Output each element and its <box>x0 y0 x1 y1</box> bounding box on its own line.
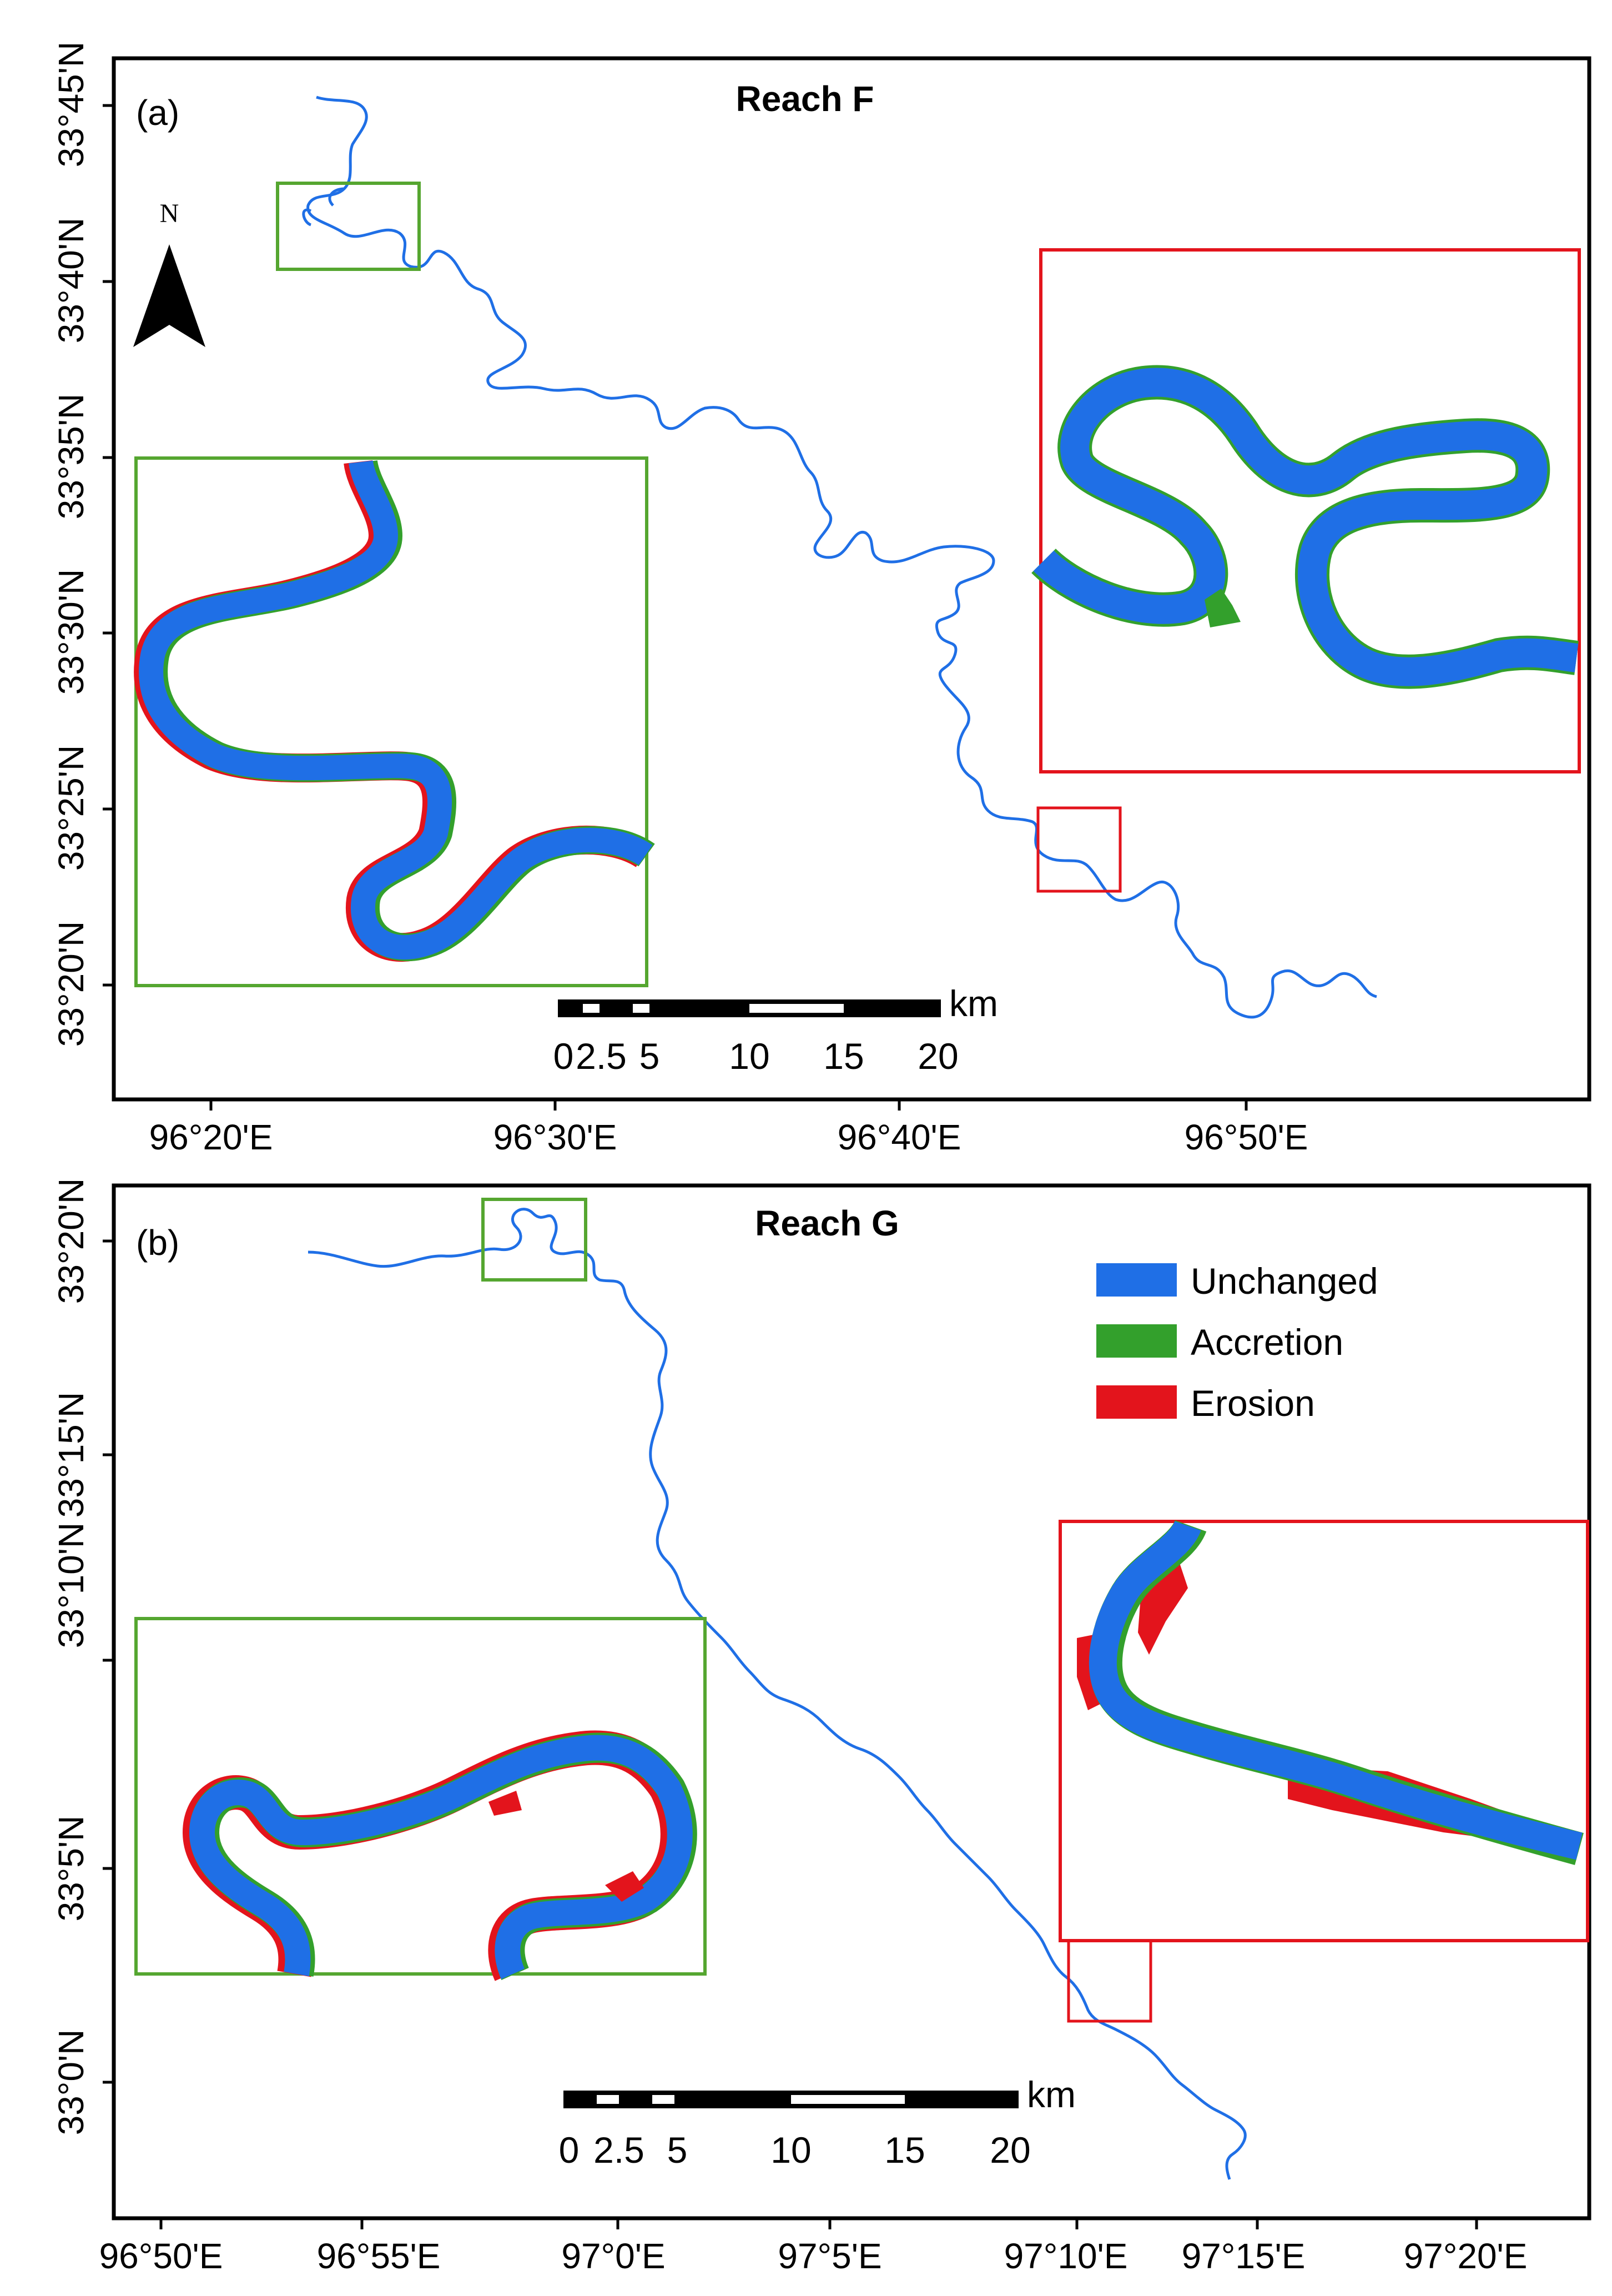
inset-green-b <box>134 1617 707 1981</box>
panel-b-label: (b) <box>136 1223 179 1263</box>
river-channel <box>189 1735 693 1980</box>
panel-a-label: (a) <box>136 93 179 133</box>
scale-label: 20 <box>918 1036 958 1077</box>
scale-label: 15 <box>884 2129 925 2171</box>
y-tick-label: 33°10'N <box>51 1523 91 1648</box>
scale-label: 5 <box>639 1036 660 1077</box>
scale-unit: km <box>949 983 998 1024</box>
north-arrow-icon: N <box>133 199 205 347</box>
x-tick-label: 97°20'E <box>1404 2236 1528 2276</box>
panel-a: (a) Reach F N 33°45'N 33°40'N 33°35'N 33… <box>51 42 1591 1157</box>
scale-label: 2.5 <box>576 1036 627 1077</box>
scale-label: 20 <box>990 2129 1030 2171</box>
y-tick-label: 33°35'N <box>51 394 91 519</box>
legend-label-unchanged: Unchanged <box>1191 1260 1378 1302</box>
x-tick-label: 96°40'E <box>838 1117 961 1157</box>
panel-b-y-axis: 33°20'N 33°15'N 33°10'N 33°5'N 33°0'N <box>51 1178 114 2136</box>
y-tick-label: 33°15'N <box>51 1392 91 1518</box>
y-tick-label: 33°45'N <box>51 42 91 167</box>
y-tick-label: 33°25'N <box>51 745 91 871</box>
x-tick-label: 96°30'E <box>493 1117 617 1157</box>
x-tick-label: 96°55'E <box>317 2236 441 2276</box>
panel-b: (b) Reach G 33°20'N 33°15'N 33°10'N 33°5… <box>51 1178 1591 2276</box>
legend-swatch-accretion <box>1096 1324 1177 1358</box>
x-tick-label: 97°15'E <box>1182 2236 1306 2276</box>
y-tick-label: 33°20'N <box>51 921 91 1047</box>
river-line <box>308 1208 1247 2180</box>
panel-a-x-axis: 96°20'E 96°30'E 96°40'E 96°50'E <box>149 1099 1308 1157</box>
river-line <box>306 96 1377 1019</box>
x-tick-label: 96°50'E <box>1185 1117 1308 1157</box>
panel-b-title: Reach G <box>755 1203 899 1243</box>
inset-locator-red <box>1036 806 1122 893</box>
y-tick-label: 33°0'N <box>51 2029 91 2136</box>
scale-label: 2.5 <box>593 2129 644 2171</box>
x-tick-label: 96°20'E <box>149 1117 273 1157</box>
panel-a-y-axis: 33°45'N 33°40'N 33°35'N 33°30'N 33°25'N … <box>51 42 114 1047</box>
scale-label: 0 <box>553 1036 574 1077</box>
scale-bar-a: 0 2.5 5 10 15 20 km <box>553 983 998 1077</box>
inset-red-a <box>1031 248 1581 773</box>
scale-unit: km <box>1027 2074 1076 2115</box>
scale-label: 5 <box>667 2129 688 2171</box>
legend-swatch-unchanged <box>1096 1263 1177 1297</box>
scale-label: 15 <box>823 1036 864 1077</box>
y-tick-label: 33°20'N <box>51 1178 91 1304</box>
scale-label: 10 <box>770 2129 811 2171</box>
river-line <box>302 187 345 227</box>
inset-locator-green <box>276 182 421 271</box>
panel-b-x-axis: 96°50'E 96°55'E 97°0'E 97°5'E 97°10'E 97… <box>99 2218 1528 2276</box>
river-channel <box>1089 1520 1583 1860</box>
x-tick-label: 96°50'E <box>99 2236 223 2276</box>
x-tick-label: 97°10'E <box>1004 2236 1128 2276</box>
x-tick-label: 97°5'E <box>778 2236 881 2276</box>
panel-a-title: Reach F <box>736 79 874 119</box>
scale-bar-b: 0 2.5 5 10 15 20 km <box>559 2074 1076 2171</box>
river-channel <box>139 460 653 960</box>
north-label: N <box>160 199 179 228</box>
legend-swatch-erosion <box>1096 1385 1177 1419</box>
legend: Unchanged Accretion Erosion <box>1096 1260 1378 1424</box>
inset-green-a <box>134 456 655 987</box>
panel-a-frame <box>112 56 1591 1102</box>
scale-label: 10 <box>729 1036 769 1077</box>
legend-label-erosion: Erosion <box>1191 1383 1315 1424</box>
x-tick-label: 97°0'E <box>561 2236 665 2276</box>
y-tick-label: 33°30'N <box>51 569 91 695</box>
inset-locator-red <box>1067 1936 1152 2023</box>
y-tick-label: 33°5'N <box>51 1816 91 1922</box>
legend-label-accretion: Accretion <box>1191 1322 1343 1363</box>
y-tick-label: 33°40'N <box>51 218 91 343</box>
inset-red-b <box>1059 1519 1589 1942</box>
scale-label: 0 <box>559 2129 580 2171</box>
river-channel <box>1033 368 1579 686</box>
inset-locator-green <box>481 1198 587 1282</box>
